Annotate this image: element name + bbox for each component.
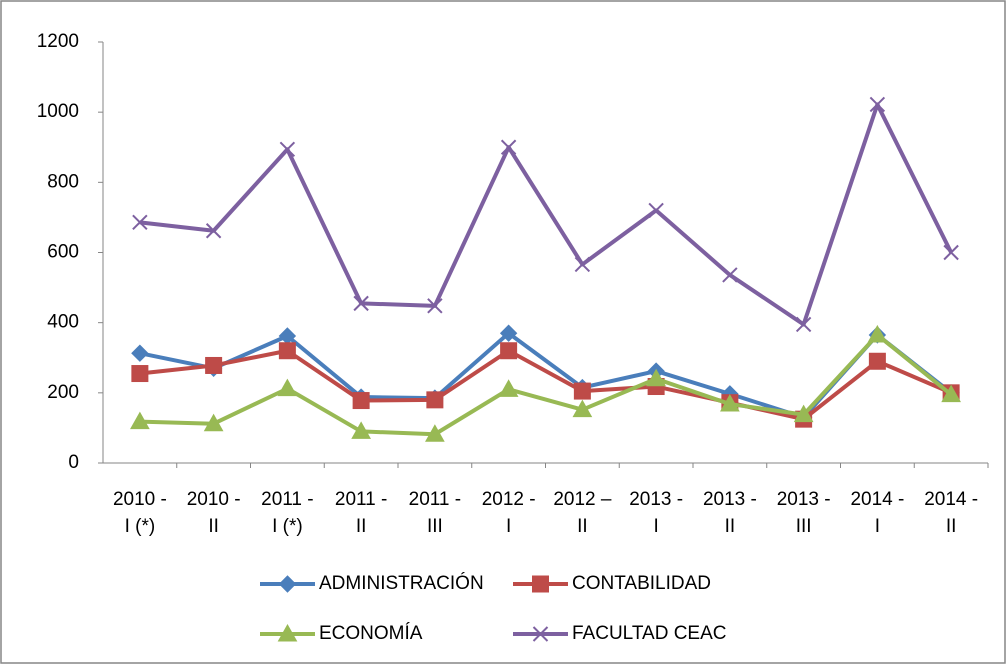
marker [427, 298, 443, 314]
x-tick-label: I [875, 516, 880, 537]
marker [425, 424, 445, 442]
marker [573, 382, 591, 400]
marker [500, 139, 517, 155]
marker [941, 384, 961, 403]
x-tick-label: 2013 - [629, 489, 683, 510]
x-tick-label: III [796, 516, 812, 537]
series-line [139, 102, 953, 327]
marker [205, 223, 222, 239]
x-tick-label: I [653, 516, 658, 537]
x-tick-label: 2014 - [850, 489, 904, 510]
marker [203, 413, 224, 432]
marker [869, 96, 886, 113]
marker [131, 365, 149, 383]
x-tick-label: I [506, 516, 511, 537]
marker [132, 214, 148, 231]
y-tick-label: 600 [47, 242, 79, 263]
x-tick-label: 2013 - [777, 489, 831, 510]
legend-marker [277, 623, 298, 642]
y-tick-label: 200 [47, 382, 79, 403]
x-tick-label: 2013 - [703, 489, 757, 510]
x-tick-label: 2011 - [261, 489, 313, 510]
legend-label: ECONOMÍA [319, 623, 423, 644]
x-tick-label: 2012 - [482, 489, 536, 510]
marker [574, 256, 591, 273]
marker [795, 316, 812, 333]
marker [351, 421, 371, 439]
marker [205, 356, 223, 374]
series-line [139, 348, 952, 422]
x-tick-label: II [577, 516, 588, 537]
marker [352, 392, 370, 410]
marker [720, 394, 740, 412]
marker [278, 342, 296, 360]
legend-label: CONTABILIDAD [572, 573, 711, 594]
legend-label: ADMINISTRACIÓN [319, 572, 484, 594]
marker [500, 342, 518, 360]
x-tick-label: II [208, 516, 219, 537]
marker [722, 267, 738, 283]
marker [646, 368, 666, 387]
marker [572, 399, 593, 418]
series-line [139, 332, 953, 437]
x-tick-label: 2010 - [187, 489, 241, 510]
x-tick-label: II [946, 516, 957, 537]
legend-label: FACULTAD CEAC [572, 623, 727, 644]
x-tick-label: I (*) [272, 516, 303, 537]
y-tick-label: 1200 [37, 31, 79, 52]
y-tick-label: 0 [68, 452, 79, 473]
marker [943, 244, 959, 261]
x-tick-label: 2011 - [409, 489, 461, 510]
y-tick-label: 800 [47, 171, 79, 192]
marker [279, 141, 296, 158]
marker [498, 379, 519, 397]
legend-marker [532, 575, 549, 593]
marker [868, 352, 886, 370]
marker [353, 295, 369, 312]
marker [426, 391, 444, 409]
marker [277, 378, 298, 397]
marker [131, 344, 149, 362]
x-tick-label: 2012 – [553, 489, 612, 510]
marker [793, 404, 814, 423]
legend-marker [532, 626, 549, 642]
x-tick-label: 2014 - [924, 489, 978, 510]
x-tick-label: II [725, 516, 736, 537]
legend-marker [278, 575, 297, 593]
x-tick-label: III [427, 516, 443, 537]
marker [648, 202, 664, 219]
y-tick-label: 1000 [37, 101, 79, 122]
x-tick-label: I (*) [125, 516, 156, 537]
marker [867, 324, 888, 343]
marker [499, 324, 518, 342]
marker [130, 411, 150, 430]
x-tick-label: II [356, 516, 367, 537]
x-tick-label: 2011 - [335, 489, 387, 510]
y-tick-label: 400 [47, 312, 79, 333]
x-tick-label: 2010 - [113, 489, 167, 510]
